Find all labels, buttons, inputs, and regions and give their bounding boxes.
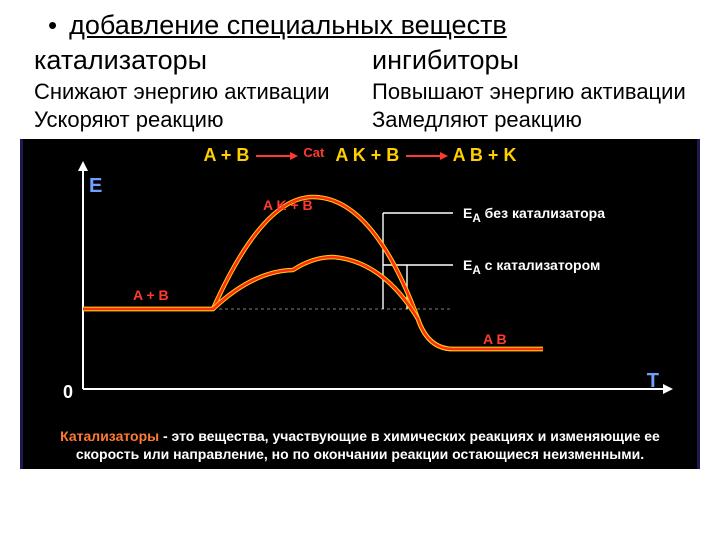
left-col-body1: Снижают энергию активации [34, 78, 362, 106]
bullet-glyph: • [48, 10, 57, 41]
caption: Катализаторы - это вещества, участвующие… [37, 428, 683, 463]
left-col-body2: Ускоряют реакцию [34, 106, 362, 134]
label-ab-product: A B [483, 331, 507, 347]
left-col-head: катализаторы [34, 45, 362, 76]
right-col-body2: Замедляют реакцию [372, 106, 700, 134]
right-col-body1: Повышают энергию активации [372, 78, 700, 106]
caption-body: - это вещества, участвующие в химических… [76, 428, 660, 462]
left-column: катализаторы Снижают энергию активации У… [34, 45, 362, 133]
energy-diagram-panel: A + B Cat A K + B A B + K E 0 T A K + B … [20, 139, 700, 469]
energy-diagram-chart [23, 139, 703, 469]
right-col-head: ингибиторы [372, 45, 700, 76]
label-akb: A K + B [263, 197, 313, 213]
slide-title: добавление специальных веществ [69, 10, 507, 41]
label-ea-with: EA с катализатором [463, 257, 600, 277]
caption-term: Катализаторы [60, 428, 163, 444]
label-ea-without: EA без катализатора [463, 205, 605, 225]
right-column: ингибиторы Повышают энергию активации За… [372, 45, 700, 133]
label-ab-reactant: A + B [133, 287, 169, 303]
